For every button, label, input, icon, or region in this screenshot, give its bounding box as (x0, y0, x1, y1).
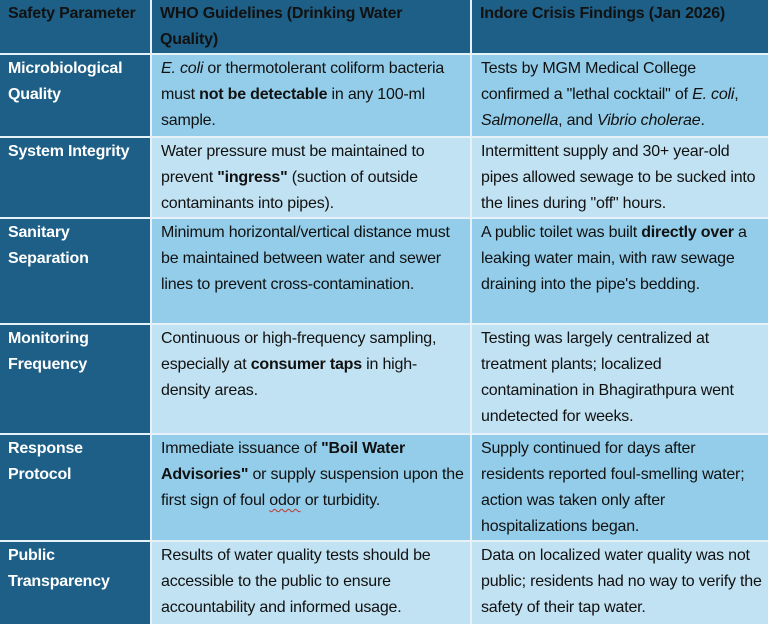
parameter-cell: Monitoring Frequency (0, 323, 152, 435)
parameter-cell: Public Transparency (0, 540, 152, 624)
who-guideline-cell: Results of water quality tests should be… (150, 540, 472, 624)
cell-text: . (700, 112, 705, 129)
cell-text: a leaking water main, with raw sewage dr… (481, 224, 747, 293)
cell-text: Results of water quality tests should be… (161, 547, 431, 616)
table-row: Public Transparency Results of water qua… (0, 540, 768, 624)
emphasis-text: consumer taps (250, 356, 362, 373)
cell-text: , (734, 86, 739, 103)
indore-finding-cell: A public toilet was built directly over … (470, 217, 768, 325)
parameter-cell: System Integrity (0, 136, 152, 219)
header-safety-parameter: Safety Parameter (0, 0, 152, 55)
indore-finding-cell: Data on localized water quality was not … (470, 540, 768, 624)
cell-text: A public toilet was built (481, 224, 642, 241)
emphasis-text: "ingress" (217, 169, 288, 186)
emphasis-text: not be detectable (199, 86, 328, 103)
parameter-cell: Microbiological Quality (0, 53, 152, 138)
header-indore-findings: Indore Crisis Findings (Jan 2026) (470, 0, 768, 55)
table-row: System Integrity Water pressure must be … (0, 136, 768, 219)
cell-text: in any 100-ml sample. (161, 86, 426, 129)
indore-finding-cell: Tests by MGM Medical College confirmed a… (470, 53, 768, 138)
cell-text: in high-density areas. (161, 356, 418, 399)
who-guideline-cell: E. coli or thermotolerant coliform bacte… (150, 53, 472, 138)
table-row: Sanitary Separation Minimum horizontal/v… (0, 217, 768, 325)
species-name-text: E. coli (161, 60, 204, 77)
cell-text: Testing was largely centralized at treat… (481, 330, 734, 425)
parameter-cell: Sanitary Separation (0, 217, 152, 325)
who-guideline-cell: Minimum horizontal/vertical distance mus… (150, 217, 472, 325)
species-name-text: E. coli (692, 86, 735, 103)
who-guideline-cell: Immediate issuance of "Boil Water Adviso… (150, 433, 472, 542)
cell-text: , and (558, 112, 598, 129)
emphasis-text: "Boil Water Advisories" (161, 440, 406, 483)
cell-text: (suction of outside contaminants into pi… (161, 169, 418, 212)
cell-text: or supply suspension upon the first sign… (161, 466, 464, 509)
cell-text: odor (269, 492, 301, 509)
who-guideline-cell: Continuous or high-frequency sampling, e… (150, 323, 472, 435)
cell-text: Continuous or high-frequency sampling, e… (161, 330, 437, 373)
cell-text: Supply continued for days after resident… (481, 440, 745, 535)
cell-text: or thermotolerant coliform bacteria must (161, 60, 445, 103)
cell-text: Immediate issuance of (161, 440, 322, 457)
cell-text: Tests by MGM Medical College confirmed a… (481, 60, 696, 103)
indore-finding-cell: Testing was largely centralized at treat… (470, 323, 768, 435)
table-row: Monitoring Frequency Continuous or high-… (0, 323, 768, 435)
cell-text: Intermittent supply and 30+ year-old pip… (481, 143, 756, 212)
who-guideline-cell: Water pressure must be maintained to pre… (150, 136, 472, 219)
cell-text: Data on localized water quality was not … (481, 547, 762, 616)
species-name-text: Vibrio cholerae (597, 112, 701, 129)
header-row: Safety Parameter WHO Guidelines (Drinkin… (0, 0, 768, 55)
cell-text: Minimum horizontal/vertical distance mus… (161, 224, 450, 293)
header-who-guidelines: WHO Guidelines (Drinking Water Quality) (150, 0, 472, 55)
indore-finding-cell: Intermittent supply and 30+ year-old pip… (470, 136, 768, 219)
emphasis-text: directly over (641, 224, 734, 241)
cell-text: or turbidity. (300, 492, 381, 509)
parameter-cell: Response Protocol (0, 433, 152, 542)
species-name-text: Salmonella (481, 112, 559, 129)
table-row: Response Protocol Immediate issuance of … (0, 433, 768, 542)
table-row: Microbiological Quality E. coli or therm… (0, 53, 768, 138)
cell-text: Water pressure must be maintained to pre… (161, 143, 425, 186)
indore-finding-cell: Supply continued for days after resident… (470, 433, 768, 542)
